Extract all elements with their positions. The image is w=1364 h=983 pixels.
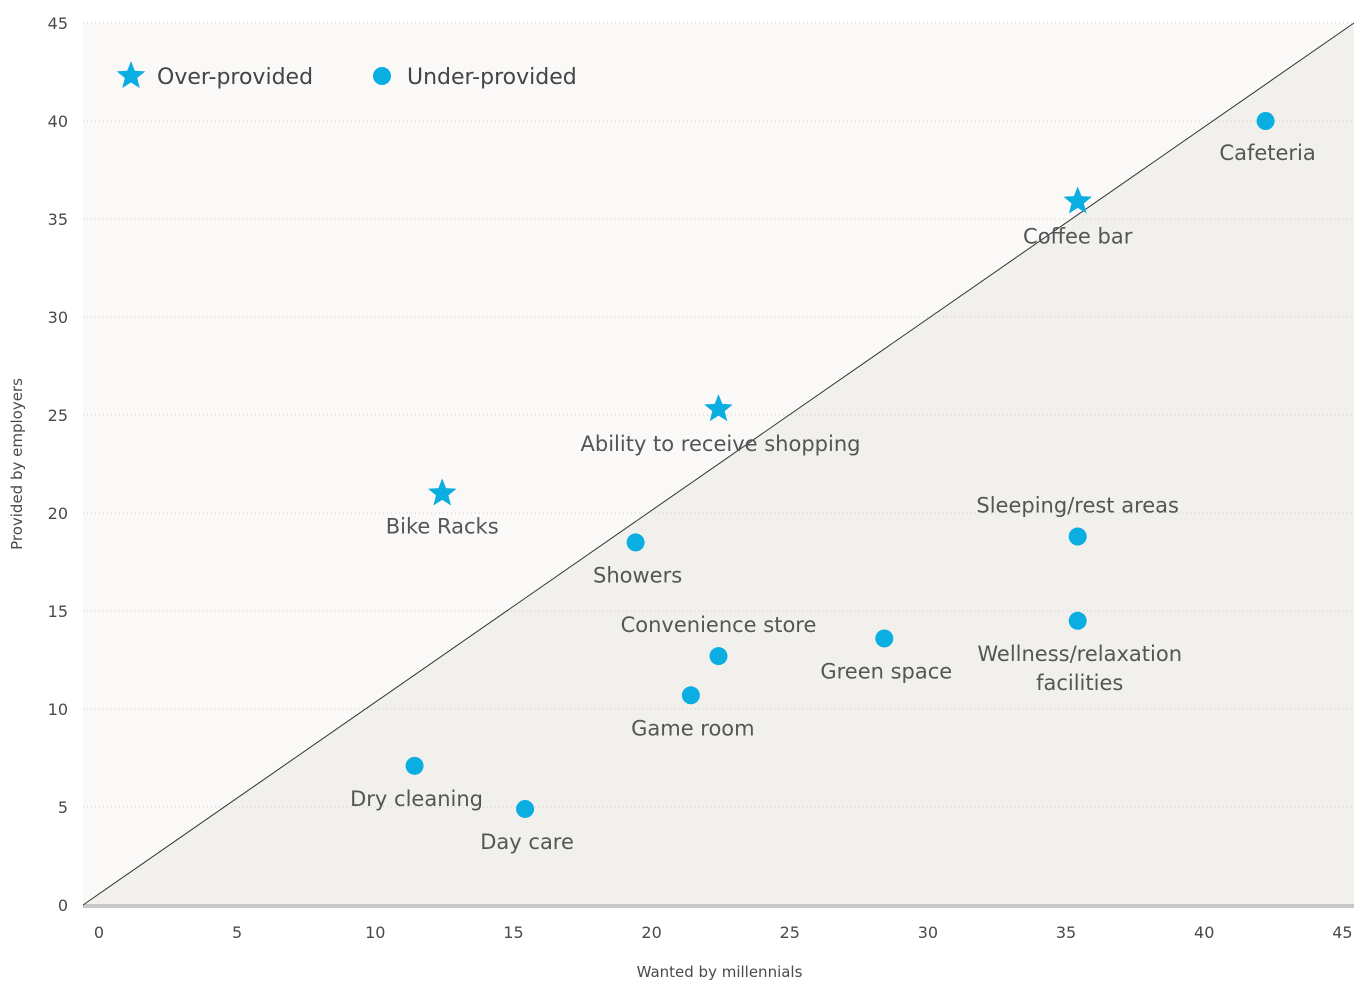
x-tick-label: 30 <box>918 923 938 942</box>
x-tick-label: 0 <box>94 923 104 942</box>
star-marker <box>1063 186 1092 214</box>
legend-label: Over-provided <box>157 65 313 90</box>
y-tick-label: 30 <box>48 308 68 327</box>
star-marker <box>704 394 733 422</box>
circle-marker <box>1068 527 1087 546</box>
point-label: Bike Racks <box>386 514 499 538</box>
circle-marker <box>516 799 535 818</box>
x-tick-label: 35 <box>1056 923 1076 942</box>
y-tick-label: 35 <box>48 210 68 229</box>
circle-marker <box>709 647 728 666</box>
y-axis-ticks: 0 5 10 15 20 25 30 35 40 45 <box>48 14 68 915</box>
circle-marker <box>626 533 645 552</box>
x-tick-label: 45 <box>1332 923 1352 942</box>
x-tick-label: 5 <box>232 923 242 942</box>
point-label: Game room <box>631 716 755 740</box>
legend: Over-provided Under-provided <box>116 61 577 90</box>
y-tick-label: 10 <box>48 700 68 719</box>
y-tick-label: 15 <box>48 602 68 621</box>
x-tick-label: 25 <box>780 923 800 942</box>
point-labels: Bike Racks Ability to receive shopping Cof… <box>350 141 1316 854</box>
point-label: Green space <box>820 659 952 683</box>
point-label: Dry cleaning <box>350 787 483 811</box>
y-tick-label: 20 <box>48 504 68 523</box>
legend-star-icon <box>116 61 146 89</box>
x-tick-label: 40 <box>1194 923 1214 942</box>
y-axis-title: Provided by employers <box>8 378 26 550</box>
point-label: Wellness/relaxation facilities <box>977 642 1182 695</box>
x-axis-title: Wanted by millennials <box>637 963 803 981</box>
reference-diagonal-line <box>82 22 1355 906</box>
circle-marker <box>681 686 700 705</box>
data-points <box>405 112 1275 818</box>
x-axis-ticks: 0 5 10 15 20 25 30 35 40 45 <box>94 923 1353 942</box>
x-tick-label: 15 <box>503 923 523 942</box>
circle-marker <box>1068 611 1087 630</box>
x-tick-label: 10 <box>365 923 385 942</box>
legend-circle-icon <box>373 67 391 85</box>
circle-marker <box>875 629 894 648</box>
y-tick-label: 25 <box>48 406 68 425</box>
axes <box>82 22 1355 908</box>
point-label: Sleeping/rest areas <box>976 494 1179 518</box>
legend-label: Under-provided <box>407 65 577 90</box>
y-tick-label: 40 <box>48 112 68 131</box>
point-label: Day care <box>480 830 574 854</box>
point-label: Coffee bar <box>1023 224 1133 248</box>
point-label: Convenience store <box>621 613 817 637</box>
point-label: Ability to receive shopping <box>581 432 861 456</box>
y-tick-label: 0 <box>58 896 68 915</box>
point-label: Cafeteria <box>1219 141 1315 165</box>
circle-marker <box>1256 112 1275 130</box>
point-label: Showers <box>593 563 682 587</box>
y-tick-label: 5 <box>58 798 68 817</box>
x-tick-label: 20 <box>641 923 661 942</box>
star-marker <box>427 478 457 506</box>
y-tick-label: 45 <box>48 14 68 33</box>
circle-marker <box>405 756 424 775</box>
